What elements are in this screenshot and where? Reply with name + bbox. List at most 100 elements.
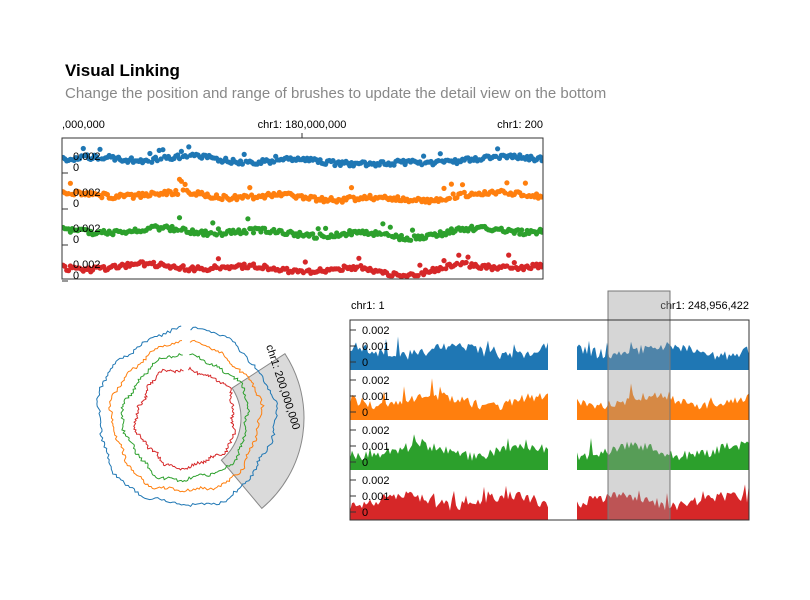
overview-point <box>356 255 362 261</box>
overview-point <box>339 267 345 273</box>
overview-point <box>463 259 469 266</box>
overview-point <box>250 230 257 236</box>
overview-point <box>262 225 268 231</box>
overview-point <box>380 221 386 227</box>
overview-point <box>175 191 181 197</box>
overview-point <box>136 190 142 196</box>
overview-point <box>186 144 192 150</box>
overview-point <box>245 216 251 222</box>
overview-point <box>417 262 423 268</box>
overview-point <box>158 156 164 162</box>
overview-point <box>302 259 308 265</box>
overview-point <box>439 197 445 203</box>
overview-point <box>339 199 345 205</box>
overview-point <box>160 147 166 153</box>
overview-point <box>539 229 543 235</box>
overview-point <box>459 182 466 188</box>
overview-point <box>408 237 414 243</box>
overview-point <box>65 268 72 274</box>
overview-point <box>421 272 427 278</box>
overview-point <box>387 224 393 230</box>
overview-point <box>215 256 221 262</box>
overview-frame <box>61 137 544 280</box>
overview-y-tick-label: 0.002 <box>73 187 101 199</box>
overview-point <box>421 153 427 159</box>
overview-point <box>504 180 510 186</box>
overview-point <box>397 237 403 243</box>
overview-track <box>62 144 543 169</box>
overview-point <box>330 158 336 164</box>
overview-point <box>219 196 225 203</box>
overview-point <box>511 260 517 266</box>
overview-point <box>78 153 85 159</box>
overview-point <box>182 181 188 187</box>
overview-point <box>99 195 105 201</box>
overview-point <box>522 180 529 186</box>
overview-point <box>176 215 183 221</box>
overview-point <box>167 228 173 234</box>
overview-point <box>95 156 101 162</box>
overview-y-tick-label: 0 <box>73 198 79 210</box>
overview-point <box>448 181 454 187</box>
overview-point <box>409 227 416 233</box>
overview-point <box>439 266 445 272</box>
overview-point <box>180 187 186 193</box>
overview-point <box>348 185 355 191</box>
overview-point <box>236 227 242 233</box>
overview-point <box>313 235 319 241</box>
overview-point <box>441 258 447 264</box>
overview-point <box>495 146 501 152</box>
overview-point <box>539 264 543 270</box>
overview-point <box>323 225 329 231</box>
overview-point <box>311 194 318 200</box>
overview-y-tick-label: 0 <box>73 162 79 174</box>
top-x-tick-label: chr1: 180,000,000 <box>258 119 347 131</box>
overview-point <box>528 265 534 272</box>
overview-point <box>128 155 134 161</box>
overview-point <box>446 195 453 201</box>
overview-point <box>62 263 68 269</box>
overview-point <box>450 191 456 197</box>
overview-point <box>249 192 255 198</box>
overview-y-tick-label: 0.002 <box>73 259 101 271</box>
overview-point <box>97 146 103 152</box>
overview-y-tick-label: 0 <box>73 234 79 246</box>
overview-point <box>241 151 247 157</box>
overview-point <box>310 231 316 237</box>
overview-y-tick-label: 0 <box>73 270 79 282</box>
overview-point <box>80 145 86 152</box>
overview-point <box>239 161 245 167</box>
overview-point <box>398 232 404 239</box>
overview-point <box>67 180 73 186</box>
overview-point <box>147 150 153 157</box>
overview-point <box>539 158 543 164</box>
overview-point <box>215 226 221 232</box>
overview-point <box>202 228 208 234</box>
overview-y-tick-label: 0.002 <box>73 151 101 163</box>
overview-point <box>539 194 543 200</box>
page-subtitle: Change the position and range of brushes… <box>65 85 607 102</box>
top-x-tick-label: ,000,000 <box>62 119 105 131</box>
overview-point <box>415 273 421 279</box>
overview-track <box>62 215 543 243</box>
overview-point <box>178 148 184 154</box>
overview-point <box>151 259 157 265</box>
overview-point <box>519 227 525 233</box>
top-x-axis: ,000,000 chr1: 180,000,000 chr1: 200 <box>62 119 543 139</box>
overview-point <box>210 220 216 226</box>
overview-point <box>456 252 462 258</box>
overview-point <box>199 228 205 234</box>
overview-track <box>62 252 543 279</box>
overview-point <box>247 185 253 191</box>
overview-point <box>243 230 249 236</box>
overview-point <box>469 223 475 229</box>
overview-point <box>315 226 321 232</box>
overview-point <box>437 151 443 157</box>
page-title: Visual Linking <box>65 61 180 80</box>
overview-point <box>175 227 181 233</box>
overview-point <box>465 254 471 260</box>
overview-point <box>178 178 184 184</box>
overview-point <box>180 263 186 269</box>
overview-point <box>284 265 290 271</box>
